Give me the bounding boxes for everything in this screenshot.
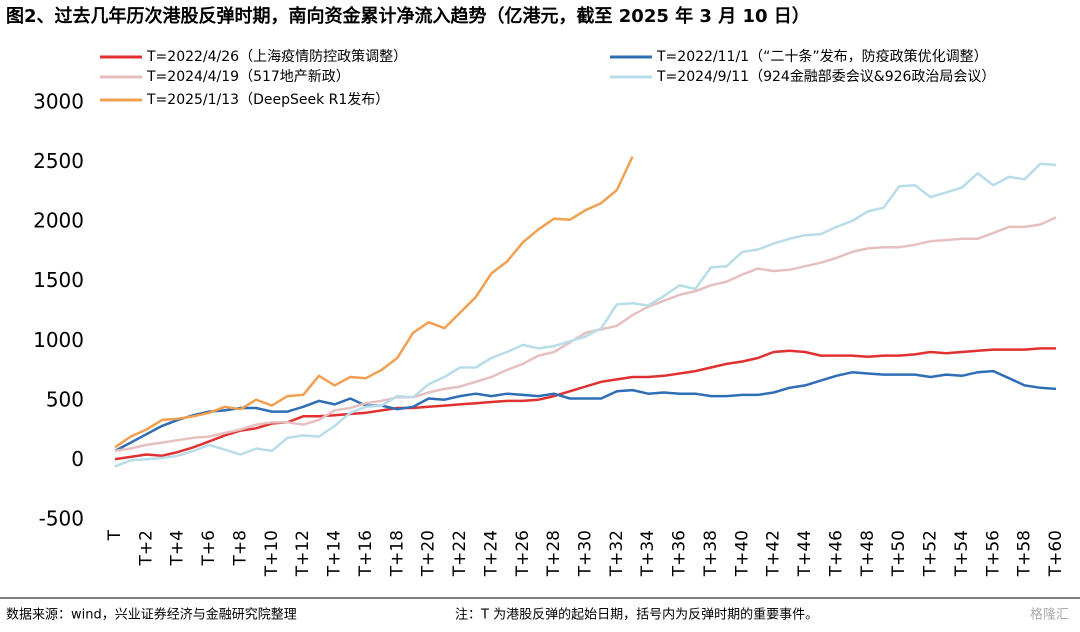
x-tick-label: T+34 — [638, 530, 658, 577]
x-tick-label: T+8 — [230, 530, 250, 566]
y-tick-label: 2000 — [33, 209, 84, 233]
x-tick-label: T+56 — [983, 530, 1003, 577]
x-tick-label: T+44 — [795, 530, 815, 577]
x-tick-label: T+4 — [168, 530, 188, 566]
series-line — [114, 347, 1056, 461]
legend-label: T=2024/9/11（924金融部委会议&926政治局会议） — [656, 69, 995, 85]
x-tick-label: T+52 — [921, 530, 941, 577]
x-tick-label: T+24 — [481, 530, 501, 577]
legend-label: T=2025/1/13（DeepSeek R1发布） — [146, 92, 389, 108]
x-tick-label: T — [105, 529, 125, 541]
x-tick-label: T+38 — [701, 530, 721, 577]
x-tick-label: T+48 — [858, 530, 878, 577]
x-tick-label: T+20 — [419, 530, 439, 577]
x-tick-label: T+60 — [1046, 530, 1066, 577]
x-tick-label: T+10 — [262, 530, 282, 577]
x-tick-label: T+2 — [136, 530, 156, 566]
series-line — [114, 216, 1057, 453]
x-tick-label: T+28 — [544, 530, 564, 577]
x-tick-label: T+36 — [670, 530, 690, 577]
chart-title: 图2、过去几年历次港股反弹时期，南向资金累计净流入趋势（亿港元，截至 2025 … — [6, 5, 810, 27]
x-tick-label: T+50 — [889, 530, 909, 577]
x-tick-label: T+54 — [952, 530, 972, 577]
series-line — [114, 156, 634, 449]
x-tick-label: T+14 — [325, 530, 345, 577]
y-tick-label: 3000 — [33, 90, 84, 114]
x-tick-label: T+40 — [732, 530, 752, 577]
series-line — [114, 369, 1057, 453]
x-tick-label: T+46 — [826, 530, 846, 577]
x-tick-label: T+42 — [764, 530, 784, 577]
watermark: 格隆汇 — [1030, 607, 1069, 623]
y-tick-label: 2500 — [33, 149, 84, 173]
x-tick-label: T+30 — [576, 530, 596, 577]
x-tick-label: T+12 — [293, 530, 313, 577]
x-tick-label: T+16 — [356, 530, 376, 577]
series-line — [114, 162, 1057, 468]
y-tick-label: 1500 — [33, 268, 84, 292]
x-tick-label: T+18 — [387, 530, 407, 577]
y-tick-label: 1000 — [33, 328, 84, 352]
y-tick-label: 500 — [46, 387, 84, 411]
x-tick-label: T+58 — [1015, 530, 1035, 577]
y-tick-label: -500 — [39, 507, 84, 531]
legend-label: T=2022/11/1（“二十条”发布，防疫政策优化调整） — [656, 48, 988, 65]
y-tick-label: 0 — [71, 447, 84, 471]
source: 数据来源：wind，兴业证券经济与金融研究院整理 — [6, 607, 297, 623]
legend-label: T=2024/4/19（517地产新政） — [146, 69, 350, 85]
legend-label: T=2022/4/26（上海疫情防控政策调整） — [146, 48, 407, 65]
note: 注：T 为港股反弹的起始日期，括号内为反弹时期的重要事件。 — [455, 607, 818, 623]
x-tick-label: T+26 — [513, 530, 533, 577]
x-tick-label: T+22 — [450, 530, 470, 577]
x-tick-label: T+32 — [607, 530, 627, 577]
x-tick-label: T+6 — [199, 530, 219, 566]
